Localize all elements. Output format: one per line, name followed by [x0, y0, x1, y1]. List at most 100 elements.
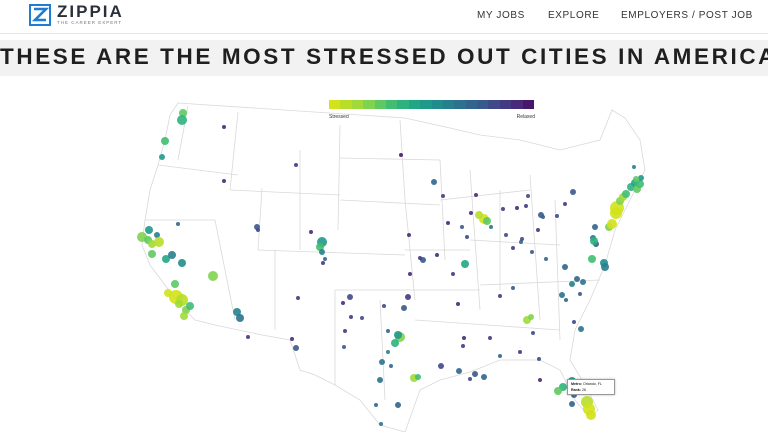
city-dot[interactable] — [456, 302, 460, 306]
city-dot[interactable] — [236, 314, 244, 322]
city-dot[interactable] — [465, 235, 469, 239]
city-dot[interactable] — [186, 302, 194, 310]
city-dot[interactable] — [446, 221, 450, 225]
city-dot[interactable] — [601, 263, 609, 271]
city-dot[interactable] — [461, 344, 465, 348]
city-dot[interactable] — [389, 364, 393, 368]
city-dot[interactable] — [159, 154, 165, 160]
city-dot[interactable] — [377, 377, 383, 383]
city-dot[interactable] — [408, 272, 412, 276]
city-dot[interactable] — [570, 189, 576, 195]
nav-employers-post-job[interactable]: EMPLOYERS / POST JOB — [621, 10, 753, 21]
city-dot[interactable] — [415, 374, 421, 380]
city-dot[interactable] — [179, 109, 187, 117]
city-dot[interactable] — [569, 401, 575, 407]
city-dot[interactable] — [541, 215, 545, 219]
city-dot[interactable] — [321, 261, 325, 265]
city-dot[interactable] — [399, 153, 403, 157]
city-dot[interactable] — [524, 204, 528, 208]
city-dot[interactable] — [177, 115, 187, 125]
city-dot[interactable] — [180, 312, 188, 320]
city-dot[interactable] — [460, 225, 464, 229]
city-dot[interactable] — [222, 125, 226, 129]
us-city-stress-map[interactable] — [0, 90, 768, 432]
city-dot[interactable] — [531, 331, 535, 335]
city-dot[interactable] — [386, 350, 390, 354]
city-dot[interactable] — [438, 363, 444, 369]
city-dot[interactable] — [456, 368, 462, 374]
city-dot[interactable] — [483, 217, 491, 225]
city-dot[interactable] — [451, 272, 455, 276]
city-dot[interactable] — [319, 249, 325, 255]
city-dot[interactable] — [176, 222, 180, 226]
city-dot[interactable] — [590, 237, 598, 245]
city-dot[interactable] — [382, 304, 386, 308]
city-dot[interactable] — [171, 280, 179, 288]
city-dot[interactable] — [323, 257, 327, 261]
city-dot[interactable] — [441, 194, 445, 198]
city-dot[interactable] — [528, 314, 534, 320]
city-dot[interactable] — [498, 354, 502, 358]
city-dot[interactable] — [161, 137, 169, 145]
city-dot[interactable] — [431, 179, 437, 185]
city-dot[interactable] — [342, 345, 346, 349]
city-dot[interactable] — [435, 253, 439, 257]
city-dot[interactable] — [530, 250, 534, 254]
city-dot[interactable] — [544, 257, 548, 261]
city-dot[interactable] — [256, 228, 260, 232]
city-dot[interactable] — [555, 214, 559, 218]
city-dot[interactable] — [633, 176, 639, 182]
city-dot[interactable] — [168, 251, 176, 259]
city-dot[interactable] — [580, 279, 586, 285]
city-dot[interactable] — [501, 207, 505, 211]
city-dot[interactable] — [379, 422, 383, 426]
city-dot[interactable] — [145, 226, 153, 234]
nav-explore[interactable]: EXPLORE — [548, 10, 600, 21]
city-dot[interactable] — [401, 305, 407, 311]
city-dot[interactable] — [559, 292, 565, 298]
city-dot[interactable] — [462, 336, 466, 340]
city-dot[interactable] — [520, 237, 524, 241]
city-dot[interactable] — [515, 206, 519, 210]
city-dot[interactable] — [563, 202, 567, 206]
city-dot[interactable] — [538, 378, 542, 382]
city-dot[interactable] — [592, 224, 598, 230]
city-dot[interactable] — [572, 320, 576, 324]
city-dot[interactable] — [407, 233, 411, 237]
city-dot[interactable] — [638, 175, 644, 181]
city-dot[interactable] — [607, 219, 617, 229]
city-dot[interactable] — [360, 316, 364, 320]
city-dot[interactable] — [574, 276, 580, 282]
city-dot[interactable] — [405, 294, 411, 300]
zippia-logo[interactable]: ZIPPIA THE CAREER EXPERT — [29, 3, 124, 27]
city-dot[interactable] — [475, 211, 483, 219]
city-dot[interactable] — [233, 308, 241, 316]
city-dot[interactable] — [175, 300, 183, 308]
city-dot[interactable] — [564, 298, 568, 302]
city-dot[interactable] — [246, 335, 250, 339]
city-dot[interactable] — [154, 237, 164, 247]
city-dot[interactable] — [341, 301, 345, 305]
city-dot[interactable] — [290, 337, 294, 341]
city-dot[interactable] — [488, 336, 492, 340]
city-dot[interactable] — [418, 256, 422, 260]
city-dot[interactable] — [526, 194, 530, 198]
city-dot[interactable] — [504, 233, 508, 237]
city-dot[interactable] — [391, 339, 399, 347]
city-dot[interactable] — [511, 246, 515, 250]
city-dot[interactable] — [386, 329, 390, 333]
city-dot[interactable] — [498, 294, 502, 298]
city-dot[interactable] — [622, 190, 630, 198]
city-dot[interactable] — [588, 255, 596, 263]
city-dot[interactable] — [578, 326, 584, 332]
city-dot[interactable] — [293, 345, 299, 351]
city-dot[interactable] — [474, 193, 478, 197]
city-dot[interactable] — [343, 329, 347, 333]
city-dot[interactable] — [636, 180, 644, 188]
city-dot[interactable] — [536, 228, 540, 232]
city-dot[interactable] — [162, 255, 170, 263]
city-dot[interactable] — [294, 163, 298, 167]
city-dot[interactable] — [469, 211, 473, 215]
city-dot[interactable] — [208, 271, 218, 281]
city-dot[interactable] — [394, 331, 402, 339]
